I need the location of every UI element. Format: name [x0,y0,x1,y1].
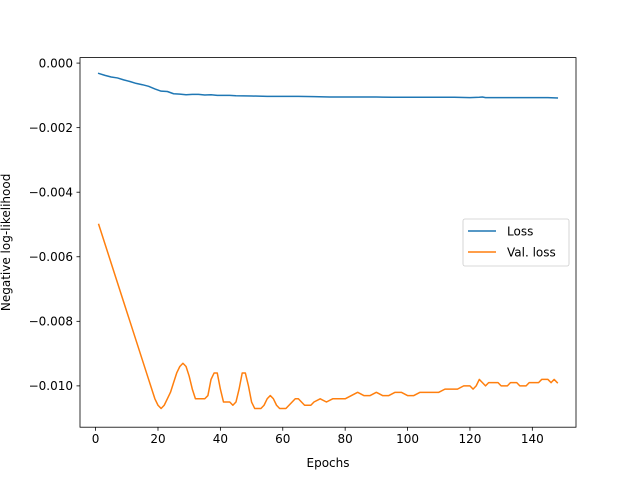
series-line-loss [97,72,559,99]
x-tick-label: 40 [213,432,228,446]
x-axis-ticks: 0 20 40 60 80 100 120 140 [92,427,544,446]
x-tick-label: 20 [150,432,165,446]
y-axis-ticks: 0.000 −0.002 −0.004 −0.006 −0.008 −0.010 [29,56,80,393]
y-axis-label: Negative log-likelihood [0,174,13,311]
x-axis-label: Epochs [307,456,350,470]
axes-frame [79,57,577,428]
series-line-val-loss [97,223,559,410]
y-tick-label: −0.002 [29,121,73,135]
y-tick-label: 0.000 [39,56,73,70]
y-tick-label: −0.010 [29,379,73,393]
y-tick-label: −0.008 [29,315,73,329]
x-tick-label: 60 [275,432,290,446]
x-tick-label: 80 [338,432,353,446]
legend-label-val-loss: Val. loss [507,246,556,260]
series-layer [97,72,559,410]
y-tick-label: −0.006 [29,250,73,264]
x-tick-label: 100 [396,432,419,446]
x-tick-label: 120 [458,432,481,446]
y-tick-label: −0.004 [29,185,73,199]
x-tick-label: 0 [92,432,100,446]
legend: Loss Val. loss [462,218,570,267]
x-tick-label: 140 [521,432,544,446]
legend-label-loss: Loss [507,225,533,239]
